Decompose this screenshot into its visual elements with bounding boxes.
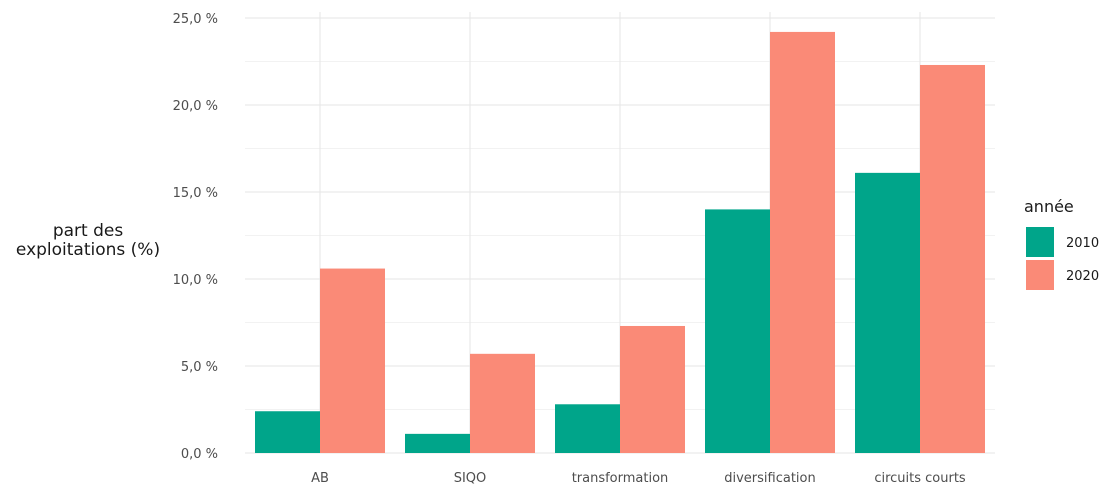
bar-2020-diversification (770, 31, 835, 453)
bar-2010-diversification (705, 209, 770, 453)
x-tick-label: diversification (724, 471, 816, 486)
x-tick-label: AB (311, 471, 329, 486)
legend-label-2010: 2010 (1066, 236, 1099, 251)
legend-swatch-2020 (1026, 260, 1054, 290)
bar-2020-transformation (620, 325, 685, 453)
y-tick-label: 20,0 % (173, 99, 218, 114)
legend-title: année (1024, 197, 1074, 216)
legend-label-2020: 2020 (1066, 269, 1099, 284)
x-tick-label: SIQO (454, 471, 487, 486)
y-tick-label: 10,0 % (173, 273, 218, 288)
y-tick-label: 5,0 % (181, 360, 218, 375)
bar-2010-AB (255, 411, 320, 453)
x-tick-label: circuits courts (874, 471, 966, 486)
bar-2020-AB (320, 268, 385, 453)
bar-2010-SIQO (405, 433, 470, 453)
y-axis-title: part des exploitations (%) (16, 221, 160, 260)
y-tick-label: 25,0 % (173, 12, 218, 27)
y-tick-label: 15,0 % (173, 186, 218, 201)
y-axis-tick-labels: 0,0 % 5,0 % 10,0 % 15,0 % 20,0 % 25,0 % (173, 12, 218, 462)
bar-2020-SIQO (470, 353, 535, 453)
legend-swatch-2010 (1026, 227, 1054, 257)
bars-layer (255, 31, 985, 454)
bar-2010-circuits-courts (855, 172, 920, 454)
x-tick-label: transformation (572, 471, 669, 486)
x-axis-tick-labels: AB SIQO transformation diversification circu… (311, 471, 966, 486)
bar-2020-circuits-courts (920, 64, 985, 453)
y-tick-label: 0,0 % (181, 447, 218, 462)
legend: année 2010 2020 (1024, 197, 1099, 290)
bar-2010-transformation (555, 404, 620, 453)
